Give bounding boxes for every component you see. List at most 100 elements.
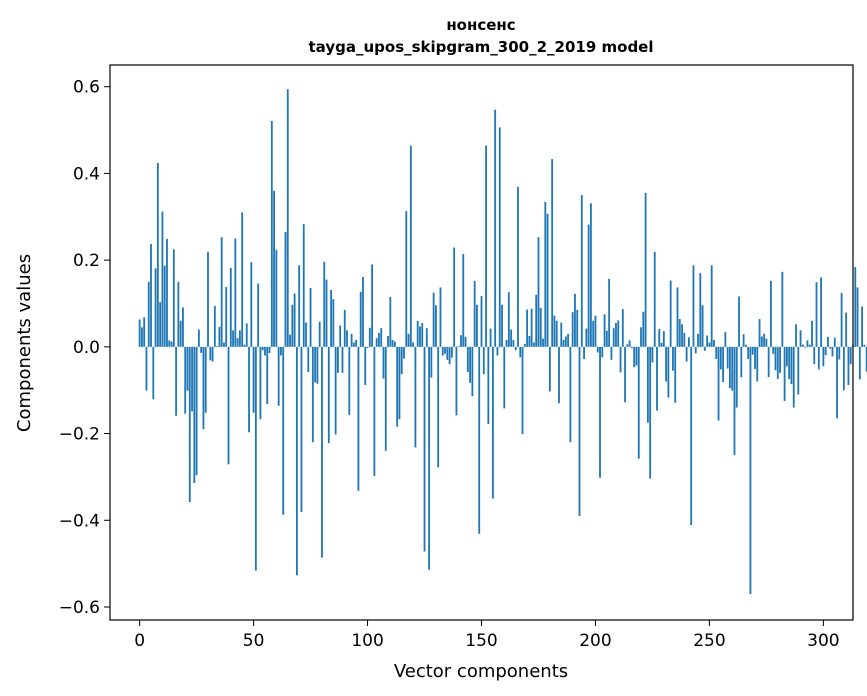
bar-241 — [687, 337, 690, 347]
bar-116 — [403, 346, 405, 359]
bar-42 — [234, 238, 237, 347]
bar-157 — [496, 346, 499, 356]
bar-194 — [580, 195, 583, 347]
bar-208 — [612, 328, 615, 347]
bar-80 — [321, 346, 323, 558]
bar-184 — [558, 346, 560, 404]
bar-223 — [646, 346, 649, 423]
bar-216 — [631, 346, 633, 349]
bar-286 — [790, 346, 793, 385]
bar-302 — [827, 336, 829, 347]
bar-219 — [637, 346, 640, 459]
bar-124 — [421, 322, 424, 347]
x-tick-label-200: 200 — [579, 631, 611, 651]
x-tick-label-100: 100 — [351, 631, 383, 651]
bar-235 — [674, 346, 677, 403]
bar-195 — [583, 346, 585, 359]
bar-213 — [624, 346, 626, 403]
bar-153 — [487, 346, 490, 425]
bar-76 — [311, 346, 314, 443]
bar-82 — [325, 279, 328, 347]
bar-19 — [182, 307, 184, 347]
bar-242 — [690, 346, 693, 526]
bar-39 — [227, 346, 230, 465]
bar-257 — [724, 332, 727, 347]
bar-113 — [396, 346, 399, 427]
bar-144 — [466, 346, 469, 372]
bar-4 — [147, 281, 150, 347]
bar-171 — [528, 336, 531, 347]
bar-272 — [758, 319, 761, 347]
bar-239 — [683, 332, 686, 347]
bar-303 — [829, 346, 832, 349]
bar-269 — [751, 346, 754, 355]
bar-203 — [601, 346, 604, 358]
bar-119 — [409, 145, 412, 347]
bar-309 — [842, 346, 845, 391]
bar-140 — [457, 345, 460, 347]
bar-45 — [241, 212, 244, 347]
bar-31 — [209, 346, 212, 361]
bar-90 — [343, 309, 346, 347]
bar-259 — [729, 346, 731, 389]
bar-183 — [555, 320, 558, 347]
bar-154 — [489, 328, 492, 347]
bar-232 — [667, 346, 670, 398]
bar-234 — [672, 346, 674, 371]
bar-173 — [533, 342, 535, 347]
bar-136 — [448, 346, 451, 365]
bar-27 — [200, 346, 203, 353]
bar-135 — [446, 346, 449, 360]
bar-252 — [713, 339, 715, 347]
bar-186 — [562, 339, 565, 347]
bar-311 — [847, 346, 850, 385]
bar-94 — [352, 342, 355, 347]
bar-30 — [207, 251, 209, 347]
bar-229 — [660, 342, 663, 347]
bar-191 — [574, 293, 576, 347]
bar-54 — [261, 346, 264, 351]
bar-3 — [145, 346, 148, 391]
bar-55 — [264, 346, 266, 356]
bar-21 — [186, 346, 189, 391]
y-axis-ticks: −0.6 −0.4 −0.2 0.0 0.2 0.4 0.6 — [59, 78, 110, 618]
bar-109 — [387, 336, 389, 347]
bar-137 — [450, 346, 453, 358]
bar-35 — [218, 326, 221, 347]
bar-300 — [822, 346, 825, 367]
bar-312 — [849, 346, 852, 365]
bar-163 — [510, 329, 513, 347]
bar-32 — [211, 346, 214, 362]
x-axis-ticks: 0 50 100 150 200 250 300 — [134, 620, 840, 651]
bar-289 — [797, 346, 800, 395]
bar-138 — [453, 247, 456, 347]
bar-204 — [603, 314, 606, 347]
bar-297 — [815, 282, 818, 347]
bar-99 — [364, 346, 367, 385]
bar-26 — [197, 329, 200, 347]
bar-15 — [172, 249, 175, 347]
bar-238 — [681, 324, 683, 347]
bar-214 — [626, 344, 629, 347]
bar-68 — [293, 293, 296, 347]
bar-93 — [350, 333, 353, 347]
bar-46 — [243, 344, 246, 347]
bar-282 — [781, 271, 784, 347]
bar-305 — [833, 337, 836, 347]
bar-255 — [719, 346, 722, 370]
bar-77 — [314, 346, 317, 383]
bar-166 — [517, 186, 519, 347]
bar-131 — [437, 346, 440, 468]
bar-158 — [498, 127, 501, 347]
bar-206 — [608, 278, 611, 347]
bar-319 — [865, 346, 867, 372]
bar-180 — [548, 346, 551, 392]
bar-11 — [163, 265, 166, 347]
bar-36 — [220, 237, 223, 347]
bar-228 — [658, 329, 661, 347]
bar-37 — [223, 342, 225, 347]
bar-56 — [266, 346, 269, 405]
bar-253 — [715, 346, 718, 359]
bar-59 — [273, 190, 276, 347]
bar-190 — [571, 312, 574, 347]
